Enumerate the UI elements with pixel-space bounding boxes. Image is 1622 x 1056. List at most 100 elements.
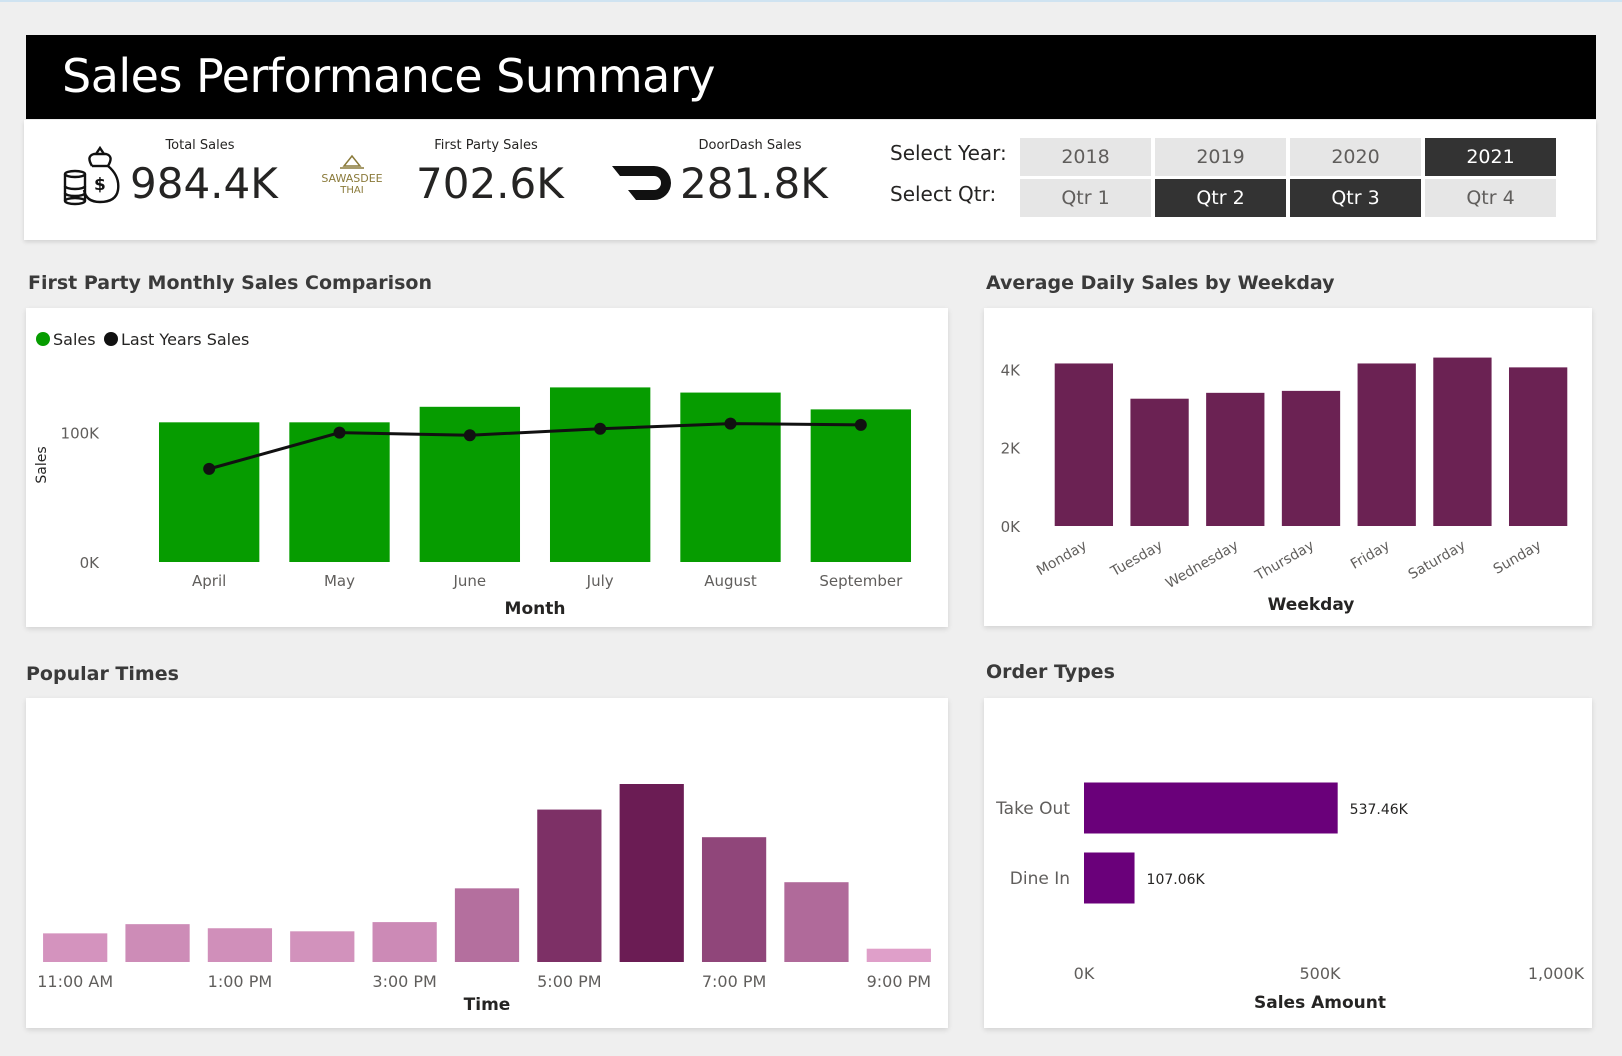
time-bar-11-00-am[interactable] xyxy=(43,933,108,962)
weekday-bar-friday[interactable] xyxy=(1357,363,1416,526)
weekday-bar-monday[interactable] xyxy=(1054,363,1114,526)
time-bar-7-00-pm[interactable] xyxy=(701,837,767,962)
x-tick-label: 500K xyxy=(1299,964,1341,983)
weekday-bar-tuesday[interactable] xyxy=(1130,398,1189,526)
popular-times-title: Popular Times xyxy=(26,663,179,685)
weekday-bar-thursday[interactable] xyxy=(1281,390,1341,526)
y-tick-label: 0K xyxy=(80,554,101,572)
time-bar-1-00-pm[interactable] xyxy=(207,928,273,962)
y-tick-label: 0K xyxy=(1001,518,1022,536)
x-tick-label-june: June xyxy=(452,572,486,590)
monthly-chart-title: First Party Monthly Sales Comparison xyxy=(28,272,432,294)
kpi-total-sales: Total Sales 984.4K xyxy=(130,138,278,208)
sawasdee-thai-logo: SAWASDEE THAI xyxy=(321,154,383,196)
qtr-qtr-1-button[interactable]: Qtr 1 xyxy=(1020,179,1151,217)
popular-times-card: 11:00 AM 1:00 PM 3:00 PM 5:00 PM 7:00 PM 9:00… xyxy=(26,698,948,1028)
popular-times-chart: 11:00 AM 1:00 PM 3:00 PM 5:00 PM 7:00 PM 9:00… xyxy=(37,784,931,1015)
time-bar-6-00-pm[interactable] xyxy=(619,784,684,962)
time-bar-9-00-pm[interactable] xyxy=(866,948,931,962)
last-years-point-september[interactable] xyxy=(854,418,867,431)
kpi-doordash-value: 281.8K xyxy=(680,159,828,208)
x-tick-label-monday: Monday xyxy=(1034,538,1090,579)
kpi-first-party-label: First Party Sales xyxy=(434,138,538,153)
time-bar-8-00-pm[interactable] xyxy=(784,882,849,962)
legend-marker-sales xyxy=(36,332,50,346)
weekday-bar-saturday[interactable] xyxy=(1433,357,1492,526)
qtr-qtr-4-button[interactable]: Qtr 4 xyxy=(1425,179,1556,217)
x-tick-label-may: May xyxy=(324,572,355,590)
weekday-bar-sunday[interactable] xyxy=(1508,367,1568,526)
kpi-band: $ Total Sales 984.4K SAWASDEE THAI First… xyxy=(24,120,1596,240)
data-label-take-out: 537.46K xyxy=(1350,802,1409,818)
data-label-dine-in: 107.06K xyxy=(1147,872,1206,888)
time-bar-5-00-pm[interactable] xyxy=(537,809,602,962)
last-years-point-april[interactable] xyxy=(203,462,216,475)
kpi-first-party-value: 702.6K xyxy=(416,159,564,208)
year-2018-button[interactable]: 2018 xyxy=(1020,138,1151,176)
time-bar-3-00-pm[interactable] xyxy=(372,922,437,962)
order-types-card: Take Out 537.46K Dine In 107.06K 0K 500K 1,000… xyxy=(984,698,1592,1028)
select-year-label: Select Year: xyxy=(890,141,1007,165)
x-tick-label-5-00-pm: 5:00 PM xyxy=(537,972,601,991)
x-tick-label-wednesday: Wednesday xyxy=(1163,538,1241,592)
qtr-qtr-2-button[interactable]: Qtr 2 xyxy=(1155,179,1286,217)
legend-label-last-years-sales: Last Years Sales xyxy=(121,330,249,349)
x-tick-label-august: August xyxy=(704,572,757,590)
x-tick-label-tuesday: Tuesday xyxy=(1107,538,1165,581)
top-border xyxy=(0,0,1622,2)
y-axis-label: Sales xyxy=(34,446,50,483)
weekday-chart-card: 0K 2K 4K Monday Tuesday Wednesday Thursday Frid… xyxy=(984,308,1592,626)
order-bar-take-out[interactable] xyxy=(1084,782,1338,834)
logo-text-line1: SAWASDEE xyxy=(321,172,382,185)
sales-bar-september[interactable] xyxy=(810,409,912,562)
time-bar-4-00-pm[interactable] xyxy=(454,888,520,962)
time-bar-12-00-pm[interactable] xyxy=(125,924,190,962)
order-bar-dine-in[interactable] xyxy=(1084,852,1135,904)
x-tick-label-7-00-pm: 7:00 PM xyxy=(702,972,766,991)
header-bar: Sales Performance Summary xyxy=(26,35,1596,119)
x-tick-label-9-00-pm: 9:00 PM xyxy=(867,972,931,991)
sales-bar-july[interactable] xyxy=(549,387,651,562)
logo-text-line2: THAI xyxy=(339,185,363,196)
y-tick-label: 2K xyxy=(1001,440,1022,458)
x-tick-label-thursday: Thursday xyxy=(1252,538,1317,585)
y-tick-label-dine-in: Dine In xyxy=(1010,869,1070,889)
kpi-doordash: DoorDash Sales 281.8K xyxy=(680,138,828,208)
year-2020-button[interactable]: 2020 xyxy=(1290,138,1421,176)
kpi-total-sales-value: 984.4K xyxy=(130,159,278,208)
x-tick-label-1-00-pm: 1:00 PM xyxy=(208,972,272,991)
last-years-point-june[interactable] xyxy=(463,429,476,442)
kpi-first-party: First Party Sales 702.6K xyxy=(416,138,564,208)
x-tick-label-saturday: Saturday xyxy=(1406,538,1469,583)
last-years-sales-line xyxy=(208,422,861,471)
sales-bar-may[interactable] xyxy=(289,422,390,562)
year-2021-button[interactable]: 2021 xyxy=(1425,138,1556,176)
monthly-sales-chart: Sales Last Years Sales 0K 100K Sales April May… xyxy=(34,330,912,619)
time-bar-2-00-pm[interactable] xyxy=(290,931,355,962)
y-tick-label: 100K xyxy=(61,425,101,443)
doordash-logo-icon xyxy=(612,166,671,200)
weekday-bar-wednesday[interactable] xyxy=(1206,392,1265,526)
y-tick-label-take-out: Take Out xyxy=(995,799,1070,819)
page-title: Sales Performance Summary xyxy=(62,49,715,103)
kpi-total-sales-label: Total Sales xyxy=(165,138,235,153)
x-axis-label: Month xyxy=(505,599,566,619)
year-2019-button[interactable]: 2019 xyxy=(1155,138,1286,176)
x-axis-label: Sales Amount xyxy=(1254,993,1386,1013)
x-axis-label: Time xyxy=(464,995,511,1015)
qtr-qtr-3-button[interactable]: Qtr 3 xyxy=(1290,179,1421,217)
monthly-chart-card: Sales Last Years Sales 0K 100K Sales April May… xyxy=(26,308,948,627)
legend-label-sales: Sales xyxy=(53,330,96,349)
sales-bar-april[interactable] xyxy=(158,422,260,562)
last-years-point-may[interactable] xyxy=(333,426,346,439)
order-types-title: Order Types xyxy=(986,661,1115,683)
last-years-point-august[interactable] xyxy=(724,417,737,430)
x-tick-label-sunday: Sunday xyxy=(1491,538,1544,578)
x-tick-label: 0K xyxy=(1074,964,1095,983)
x-tick-label-11-00-am: 11:00 AM xyxy=(37,972,113,991)
legend-marker-last-years-sales xyxy=(104,332,118,346)
y-tick-label: 4K xyxy=(1001,361,1022,379)
last-years-point-july[interactable] xyxy=(594,422,607,435)
kpi-doordash-label: DoorDash Sales xyxy=(698,138,802,153)
